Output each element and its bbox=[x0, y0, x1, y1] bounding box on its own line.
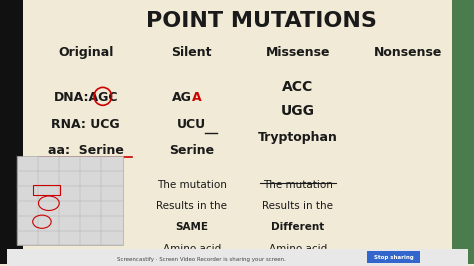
Text: The mutation: The mutation bbox=[263, 180, 333, 190]
Text: The mutation: The mutation bbox=[157, 180, 227, 190]
Bar bbox=[8, 250, 468, 266]
Text: Stop sharing: Stop sharing bbox=[374, 255, 414, 260]
Text: ACC: ACC bbox=[282, 80, 313, 94]
Text: UCU: UCU bbox=[177, 118, 206, 131]
Text: Silent: Silent bbox=[172, 46, 212, 59]
Text: Different: Different bbox=[271, 222, 325, 232]
Text: AG: AG bbox=[172, 91, 192, 104]
Text: Nonsense: Nonsense bbox=[374, 46, 443, 59]
Text: Missense: Missense bbox=[265, 46, 330, 59]
Text: Results in the: Results in the bbox=[156, 201, 228, 211]
Bar bbox=[0, 0, 24, 264]
Text: DNA:AGC: DNA:AGC bbox=[54, 91, 118, 104]
Text: A: A bbox=[192, 91, 201, 104]
Text: SAME: SAME bbox=[175, 222, 208, 232]
Text: Amino acid: Amino acid bbox=[163, 244, 221, 255]
Text: aa:  Serine: aa: Serine bbox=[48, 144, 124, 157]
Text: RNA: UCG: RNA: UCG bbox=[51, 118, 120, 131]
Bar bbox=[17, 156, 123, 246]
Text: UGG: UGG bbox=[281, 104, 315, 118]
Bar bbox=[33, 185, 60, 195]
Bar bbox=[452, 0, 474, 264]
Text: Results in the: Results in the bbox=[263, 201, 333, 211]
Text: Serine: Serine bbox=[169, 144, 214, 157]
Text: Amino acid: Amino acid bbox=[269, 244, 327, 255]
Text: POINT MUTATIONS: POINT MUTATIONS bbox=[146, 11, 376, 31]
Bar bbox=[367, 251, 420, 263]
Text: Tryptophan: Tryptophan bbox=[258, 131, 338, 144]
Text: Screencastify · Screen Video Recorder is sharing your screen.: Screencastify · Screen Video Recorder is… bbox=[117, 257, 285, 262]
Text: Original: Original bbox=[58, 46, 113, 59]
